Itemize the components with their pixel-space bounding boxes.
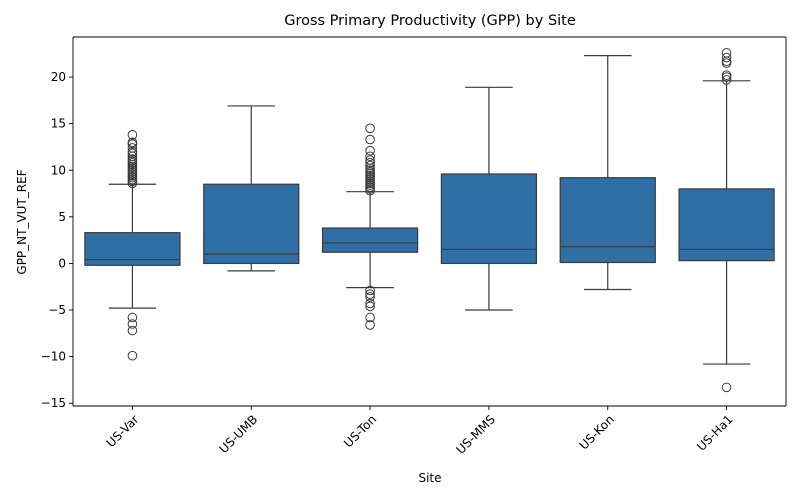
box-group-us-kon	[559, 55, 656, 291]
outlier-point	[365, 134, 375, 145]
outlier-point	[127, 154, 138, 164]
outlier-point	[365, 157, 375, 168]
iqr-box	[321, 227, 419, 253]
plot-area	[84, 48, 775, 393]
x-tick-label: US-Ton	[341, 412, 379, 450]
outlier-point	[127, 325, 138, 336]
outlier-point	[365, 123, 375, 134]
x-tick-label: US-Kon	[577, 412, 617, 452]
y-tick-label: −10	[41, 350, 66, 364]
box-group-us-ton	[321, 123, 419, 330]
iqr-box	[440, 173, 538, 265]
outlier-point	[365, 151, 375, 162]
y-tick-label: 10	[51, 163, 66, 177]
outlier-point	[721, 75, 732, 85]
outlier-point	[127, 137, 138, 148]
outlier-point	[127, 319, 138, 329]
x-tick-label: US-Var	[104, 412, 142, 450]
iqr-box	[678, 188, 775, 262]
x-tick-label: US-Ha1	[694, 412, 736, 454]
x-tick-label: US-MMS	[453, 412, 498, 457]
outlier-point	[365, 155, 375, 165]
outlier-point	[127, 130, 138, 140]
y-tick-label: 5	[58, 210, 66, 224]
outlier-point	[721, 382, 732, 393]
outlier-point	[721, 52, 732, 63]
x-tick-label: US-UMB	[216, 412, 260, 456]
outlier-point	[365, 160, 375, 171]
outlier-point	[365, 320, 375, 330]
box-group-us-mms	[440, 86, 538, 311]
outlier-point	[127, 143, 138, 153]
y-tick-label: 0	[58, 256, 66, 270]
outlier-point	[721, 48, 732, 58]
box-group-us-ha1	[678, 48, 775, 393]
y-axis-label: GPP_NT_VUT_REF	[15, 169, 29, 274]
outlier-point	[365, 312, 375, 323]
outlier-point	[365, 298, 375, 309]
outlier-point	[365, 292, 375, 302]
outlier-point	[721, 70, 732, 81]
x-axis-label: Site	[418, 471, 441, 485]
iqr-box	[203, 183, 300, 265]
y-tick-label: −5	[48, 303, 66, 317]
outlier-point	[365, 301, 375, 312]
outlier-point	[365, 285, 375, 296]
outlier-point	[127, 350, 138, 361]
outlier-point	[127, 146, 138, 157]
iqr-box	[84, 232, 181, 266]
outlier-point	[365, 289, 375, 299]
y-tick-label: 20	[51, 70, 66, 84]
box-group-us-var	[84, 130, 181, 361]
chart-title: Gross Primary Productivity (GPP) by Site	[284, 13, 576, 29]
outlier-point	[365, 145, 375, 156]
y-tick-label: −15	[41, 396, 66, 410]
box-group-us-umb	[203, 105, 300, 272]
y-tick-label: 15	[51, 117, 66, 131]
iqr-box	[559, 177, 656, 264]
outlier-point	[127, 312, 138, 323]
